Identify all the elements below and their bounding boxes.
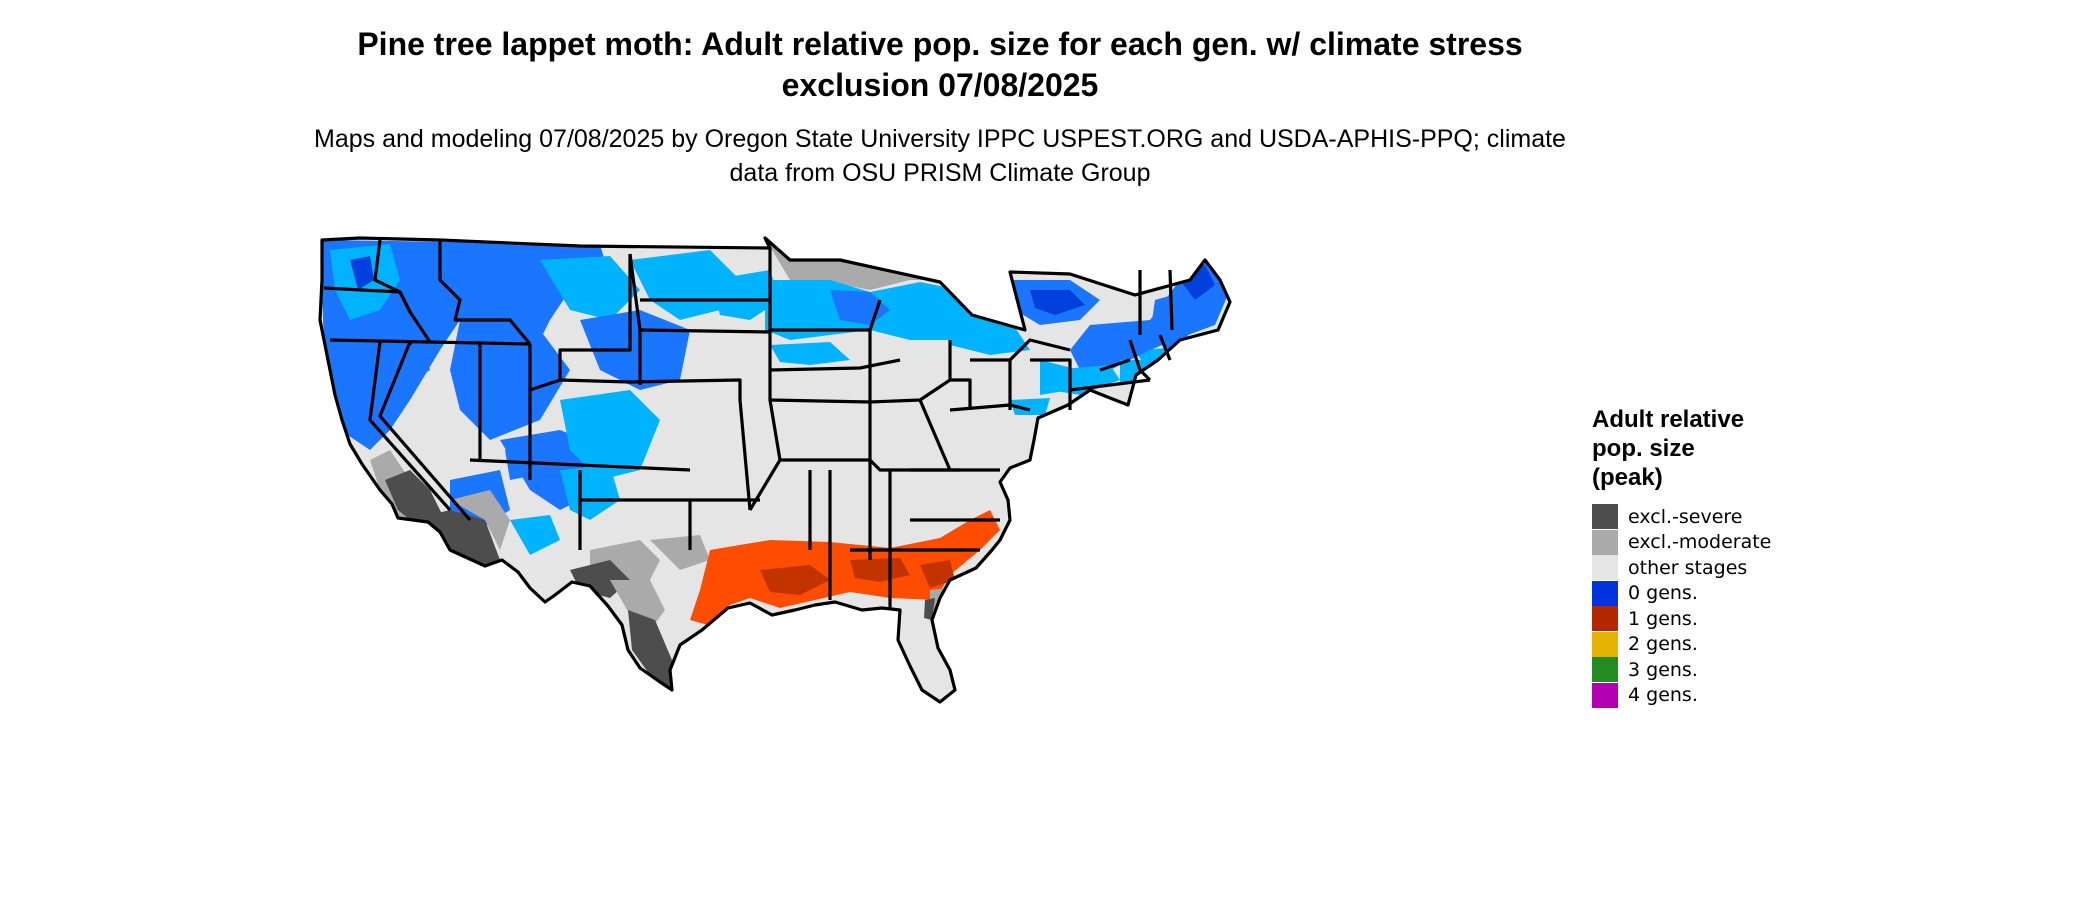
legend-label: 2 gens. (1628, 633, 1698, 656)
legend-item: 3 gens. (1592, 657, 1852, 683)
legend-label: excl.-severe (1628, 505, 1743, 528)
legend-swatch (1592, 606, 1618, 632)
legend-swatch (1592, 657, 1618, 683)
map-legend: Adult relative pop. size (peak) excl.-se… (1592, 405, 1852, 708)
legend-title-line: Adult relative (1592, 406, 1745, 433)
legend-swatch (1592, 682, 1618, 708)
legend-swatch (1592, 504, 1618, 530)
legend-item: 1 gens. (1592, 606, 1852, 632)
state-borders (318, 236, 1232, 704)
us-map (318, 236, 1232, 704)
map-subtitle: Maps and modeling 07/08/2025 by Oregon S… (314, 125, 1566, 187)
legend-label: other stages (1628, 556, 1748, 579)
legend-items: excl.-severe excl.-moderate other stages… (1592, 504, 1852, 708)
legend-swatch (1592, 580, 1618, 606)
legend-item: 0 gens. (1592, 580, 1852, 607)
legend-swatch (1592, 529, 1618, 555)
legend-label: 3 gens. (1628, 658, 1698, 681)
legend-swatch (1592, 555, 1618, 581)
legend-swatch (1592, 631, 1618, 657)
legend-item: excl.-moderate (1592, 529, 1852, 556)
zero-gens-region-southwest (505, 445, 620, 555)
legend-item: other stages (1592, 555, 1852, 581)
legend-item: 2 gens. (1592, 631, 1852, 658)
legend-item: excl.-severe (1592, 504, 1852, 530)
legend-title-line: pop. size (1592, 435, 1695, 462)
zero-gens-region-northeast (1010, 260, 1230, 415)
legend-title-line: (peak) (1592, 464, 1663, 491)
legend-label: excl.-moderate (1628, 531, 1772, 554)
legend-item: 4 gens. (1592, 682, 1852, 709)
legend-label: 1 gens. (1628, 607, 1698, 630)
map-title: Pine tree lappet moth: Adult relative po… (357, 26, 1523, 103)
legend-label: 0 gens. (1628, 582, 1698, 605)
legend-title: Adult relative pop. size (peak) (1592, 405, 1852, 492)
legend-label: 4 gens. (1628, 684, 1698, 707)
